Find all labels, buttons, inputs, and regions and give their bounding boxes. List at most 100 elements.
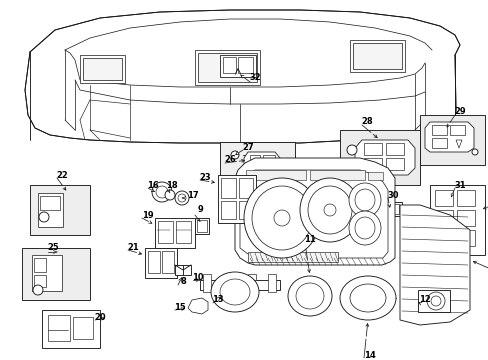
- Bar: [200, 280, 280, 290]
- Bar: [267, 274, 275, 292]
- Bar: [367, 172, 382, 180]
- Ellipse shape: [273, 210, 289, 226]
- Circle shape: [175, 191, 189, 205]
- Bar: [158, 221, 173, 243]
- Text: 10: 10: [192, 274, 203, 283]
- Text: 8: 8: [180, 278, 185, 287]
- Bar: [80, 55, 125, 83]
- Ellipse shape: [339, 276, 395, 320]
- Bar: [431, 138, 446, 148]
- Circle shape: [164, 190, 175, 200]
- Bar: [34, 258, 46, 272]
- Ellipse shape: [220, 279, 249, 305]
- Ellipse shape: [244, 178, 319, 258]
- Bar: [203, 274, 210, 292]
- Bar: [431, 125, 446, 135]
- Bar: [381, 202, 401, 216]
- Ellipse shape: [324, 204, 335, 216]
- Bar: [220, 55, 256, 77]
- Circle shape: [346, 145, 356, 155]
- Bar: [352, 43, 401, 69]
- Bar: [48, 315, 70, 341]
- Bar: [385, 143, 403, 155]
- Bar: [224, 274, 232, 280]
- Bar: [162, 251, 174, 273]
- Bar: [83, 58, 122, 80]
- Ellipse shape: [251, 186, 311, 250]
- Bar: [249, 155, 260, 169]
- Bar: [419, 115, 484, 165]
- Bar: [148, 251, 160, 273]
- Ellipse shape: [354, 217, 374, 239]
- Bar: [42, 310, 100, 348]
- Text: 21: 21: [127, 243, 139, 252]
- Ellipse shape: [287, 276, 331, 316]
- Bar: [220, 142, 294, 192]
- Ellipse shape: [348, 211, 380, 245]
- Bar: [363, 143, 381, 155]
- Text: 23: 23: [199, 174, 210, 183]
- Circle shape: [39, 212, 49, 222]
- Bar: [263, 155, 274, 169]
- Bar: [38, 193, 63, 227]
- Text: 29: 29: [453, 108, 465, 117]
- Text: 27: 27: [242, 144, 253, 153]
- Bar: [176, 221, 191, 243]
- Polygon shape: [399, 205, 469, 325]
- Circle shape: [178, 194, 185, 202]
- Bar: [247, 252, 337, 262]
- Text: 32: 32: [249, 73, 260, 82]
- Bar: [223, 295, 232, 301]
- Polygon shape: [244, 152, 280, 172]
- Circle shape: [471, 149, 477, 155]
- Bar: [245, 170, 305, 180]
- Bar: [73, 317, 93, 339]
- Bar: [198, 53, 257, 82]
- Bar: [429, 185, 484, 255]
- Bar: [223, 57, 236, 73]
- Text: 25: 25: [47, 243, 59, 252]
- Text: 31: 31: [453, 180, 465, 189]
- Text: 13: 13: [212, 296, 224, 305]
- Bar: [30, 185, 90, 235]
- Bar: [449, 125, 464, 135]
- Bar: [339, 130, 419, 185]
- Bar: [197, 220, 206, 232]
- Text: 12: 12: [418, 296, 430, 305]
- Bar: [155, 218, 195, 248]
- Text: 16: 16: [147, 180, 159, 189]
- Bar: [218, 175, 256, 223]
- Ellipse shape: [299, 178, 359, 242]
- Polygon shape: [455, 140, 461, 148]
- Bar: [145, 248, 177, 278]
- Bar: [40, 196, 60, 210]
- Text: 22: 22: [56, 171, 68, 180]
- Text: 14: 14: [364, 351, 375, 360]
- Bar: [456, 210, 474, 226]
- Bar: [32, 255, 62, 291]
- Bar: [384, 204, 398, 214]
- Ellipse shape: [349, 284, 385, 312]
- Text: 17: 17: [187, 192, 199, 201]
- Ellipse shape: [307, 186, 351, 234]
- Bar: [349, 40, 404, 72]
- Text: 26: 26: [224, 156, 235, 165]
- Ellipse shape: [348, 183, 380, 217]
- Bar: [34, 275, 46, 287]
- Bar: [247, 274, 256, 280]
- Text: 9: 9: [197, 206, 203, 215]
- Circle shape: [33, 285, 43, 295]
- Polygon shape: [25, 10, 459, 143]
- Bar: [363, 158, 381, 170]
- Bar: [417, 290, 449, 312]
- Circle shape: [156, 186, 168, 198]
- Bar: [239, 178, 252, 198]
- Bar: [239, 201, 252, 219]
- Bar: [195, 218, 208, 234]
- Bar: [195, 50, 260, 85]
- Bar: [22, 248, 90, 300]
- Bar: [456, 230, 474, 246]
- Bar: [238, 57, 252, 73]
- Ellipse shape: [426, 292, 444, 310]
- Text: 15: 15: [174, 303, 185, 312]
